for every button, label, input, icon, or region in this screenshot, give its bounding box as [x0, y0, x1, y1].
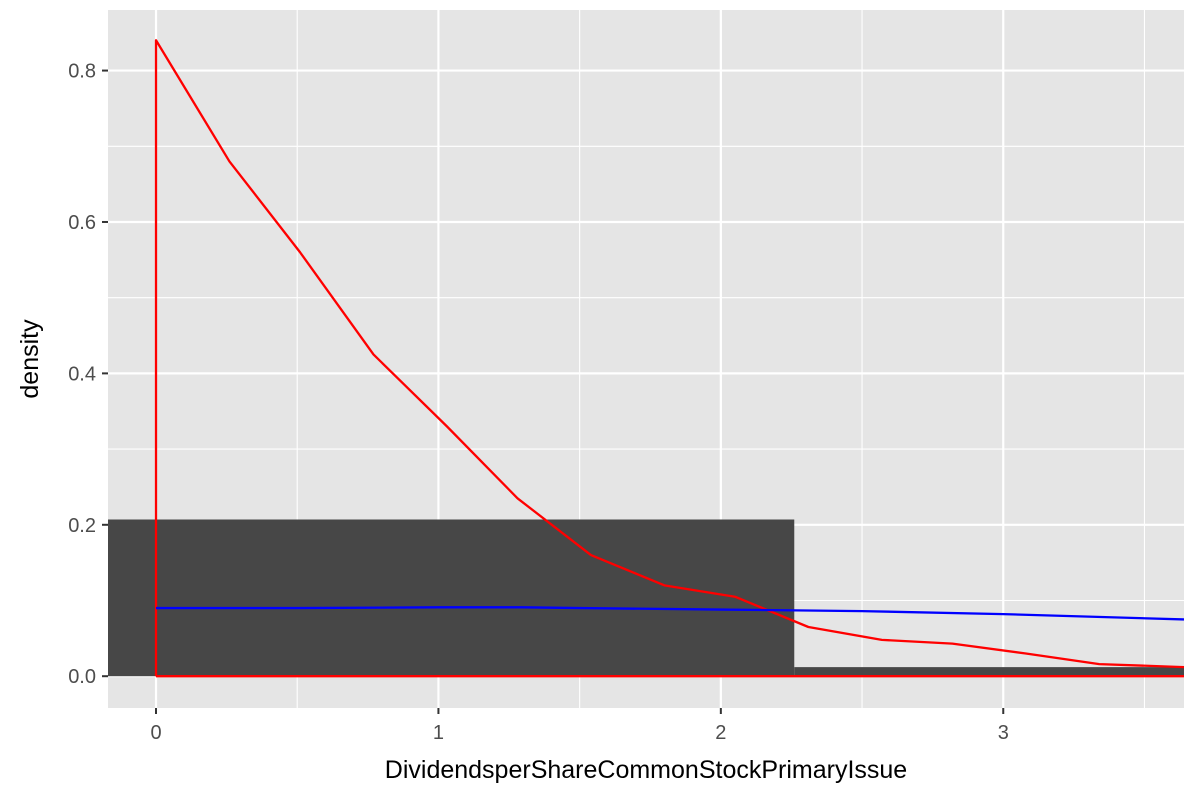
histogram-bars [108, 519, 1184, 677]
y-tick-label: 0.6 [68, 212, 96, 234]
y-axis-ticks: 0.0 0.2 0.4 0.6 0.8 [68, 61, 108, 688]
histogram-bar [108, 519, 795, 677]
density-lines [154, 39, 1185, 678]
y-tick-label: 0.0 [68, 666, 96, 688]
x-axis-ticks: 0 1 2 3 [150, 708, 1009, 744]
x-tick-label: 0 [150, 722, 161, 744]
y-tick-label: 0.4 [68, 363, 96, 385]
histogram-bar [794, 667, 1184, 677]
minor-gridlines [108, 10, 1184, 708]
x-axis-title: DividendsperShareCommonStockPrimaryIssue [385, 756, 907, 784]
y-axis-title: density [16, 319, 44, 399]
x-tick-label: 3 [998, 722, 1009, 744]
x-tick-label: 1 [433, 722, 444, 744]
y-tick-label: 0.8 [68, 61, 96, 83]
x-tick-label: 2 [715, 722, 726, 744]
density-line-1 [154, 39, 1185, 677]
y-tick-label: 0.2 [68, 515, 96, 537]
density-line-3 [156, 606, 1185, 621]
